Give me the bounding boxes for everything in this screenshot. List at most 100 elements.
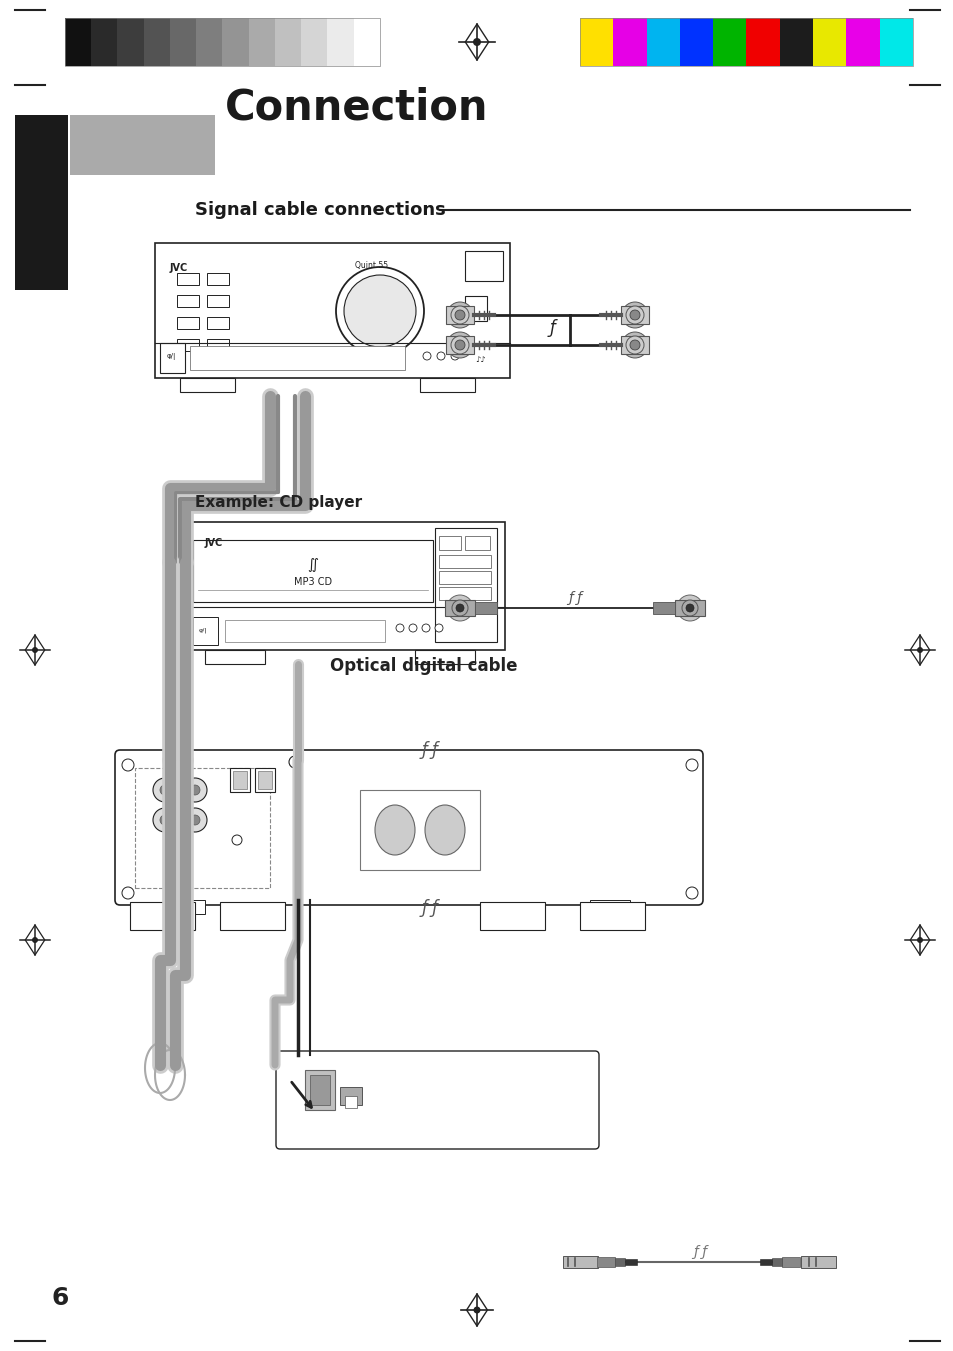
Bar [879, 18, 912, 66]
Bar [301, 18, 327, 66]
Bar [620, 336, 648, 354]
Polygon shape [465, 24, 488, 59]
Bar [589, 900, 629, 915]
Bar [327, 18, 354, 66]
Bar [446, 336, 474, 354]
Bar [613, 18, 646, 66]
Text: JVC: JVC [170, 263, 188, 273]
Bar [177, 273, 199, 285]
Text: φ/|: φ/| [199, 627, 208, 632]
Bar [117, 18, 144, 66]
Bar [91, 18, 117, 66]
Bar [475, 603, 497, 613]
Text: ƒ ƒ: ƒ ƒ [421, 898, 438, 917]
Ellipse shape [424, 805, 464, 855]
Bar [225, 620, 385, 642]
Circle shape [183, 808, 207, 832]
Circle shape [232, 835, 242, 844]
Bar [274, 18, 301, 66]
Circle shape [916, 938, 923, 943]
Circle shape [456, 604, 463, 612]
Bar [675, 600, 704, 616]
Text: ƒ ƒ: ƒ ƒ [567, 590, 581, 605]
Bar [624, 1259, 637, 1265]
Bar [597, 1256, 615, 1267]
Bar [438, 555, 491, 567]
Bar [579, 18, 613, 66]
Bar [205, 650, 265, 663]
Text: Example: CD player: Example: CD player [194, 494, 362, 509]
Bar [679, 18, 713, 66]
Circle shape [916, 647, 923, 653]
Text: JVC: JVC [205, 538, 223, 549]
Bar [446, 305, 474, 324]
Text: ƒ ƒ: ƒ ƒ [421, 740, 438, 759]
Circle shape [183, 778, 207, 802]
Bar [579, 18, 912, 66]
Circle shape [621, 303, 647, 328]
Bar [190, 346, 405, 370]
Circle shape [625, 305, 643, 324]
Bar [207, 317, 229, 330]
Bar [193, 540, 433, 603]
Bar [419, 378, 475, 392]
Ellipse shape [375, 805, 415, 855]
FancyBboxPatch shape [115, 750, 702, 905]
Circle shape [629, 340, 639, 350]
Circle shape [685, 759, 698, 771]
Bar [652, 603, 675, 613]
Circle shape [621, 332, 647, 358]
Circle shape [436, 353, 444, 359]
Circle shape [473, 1306, 480, 1313]
Bar [144, 18, 170, 66]
Bar [438, 536, 460, 550]
Bar [193, 617, 218, 644]
Text: Connection: Connection [225, 86, 488, 128]
Bar [801, 1256, 835, 1269]
Circle shape [455, 340, 464, 350]
Circle shape [190, 785, 200, 794]
Bar [180, 378, 234, 392]
Bar [359, 790, 479, 870]
Text: 6: 6 [52, 1286, 70, 1310]
Circle shape [447, 332, 473, 358]
Circle shape [455, 309, 464, 320]
Circle shape [625, 336, 643, 354]
Bar [165, 900, 205, 915]
Circle shape [451, 353, 458, 359]
Bar [562, 1256, 598, 1269]
Circle shape [421, 624, 430, 632]
Circle shape [122, 888, 133, 898]
Bar [257, 771, 272, 789]
Circle shape [174, 844, 185, 855]
Polygon shape [466, 1294, 487, 1325]
Circle shape [677, 594, 702, 621]
Circle shape [473, 38, 480, 46]
Bar [760, 1259, 771, 1265]
Circle shape [122, 759, 133, 771]
Text: Signal cable connections: Signal cable connections [194, 201, 445, 219]
Circle shape [451, 305, 469, 324]
Circle shape [168, 838, 192, 862]
Circle shape [32, 938, 38, 943]
Ellipse shape [335, 267, 423, 355]
Bar [464, 296, 486, 322]
Bar [70, 115, 214, 176]
Bar [185, 521, 504, 650]
Ellipse shape [344, 276, 416, 347]
Bar [207, 295, 229, 307]
Circle shape [435, 624, 442, 632]
Bar [230, 767, 250, 792]
Bar [771, 1258, 781, 1266]
Bar [646, 18, 679, 66]
Bar [160, 343, 185, 373]
Bar [812, 18, 845, 66]
Circle shape [152, 778, 177, 802]
Text: ♪♪: ♪♪ [475, 355, 485, 365]
Bar [305, 1070, 335, 1111]
Circle shape [451, 336, 469, 354]
Polygon shape [909, 925, 929, 955]
Bar [345, 1096, 356, 1108]
Circle shape [452, 600, 468, 616]
Bar [438, 571, 491, 584]
